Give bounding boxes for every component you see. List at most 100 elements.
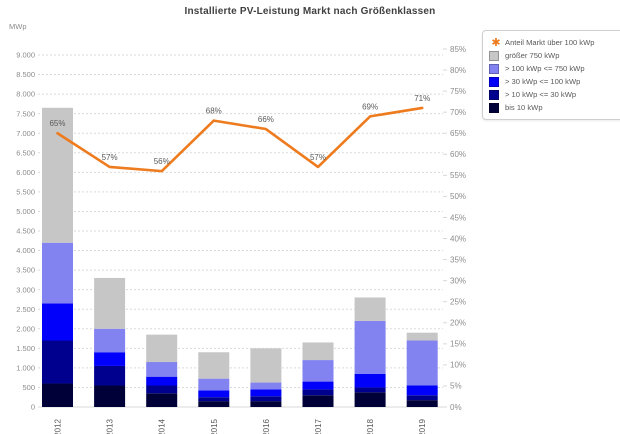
legend-color-swatch-icon: [489, 63, 499, 74]
bar-segment-2015[interactable]: [198, 397, 230, 402]
line-data-label: 57%: [310, 153, 326, 162]
left-axis-tick-label: 4.000: [16, 246, 35, 255]
bar-segment-2013[interactable]: [94, 385, 126, 407]
legend-item[interactable]: > 10 kWp <= 30 kWp: [489, 88, 620, 101]
left-axis-tick-label: 8.000: [16, 90, 35, 99]
bar-segment-2019[interactable]: [406, 385, 438, 396]
bar-segment-2014[interactable]: [146, 362, 178, 377]
bar-segment-2019[interactable]: [406, 400, 438, 407]
bar-segment-2017[interactable]: [302, 360, 334, 382]
legend-color-swatch-icon: [489, 76, 499, 87]
bar-segment-2019[interactable]: [406, 340, 438, 386]
bar-segment-2015[interactable]: [198, 352, 230, 379]
legend-item[interactable]: > 30 kWp <= 100 kWp: [489, 75, 620, 88]
bar-segment-2015[interactable]: [198, 378, 230, 391]
left-axis-tick-label: 7.000: [16, 129, 35, 138]
right-axis-tick-label: 60%: [450, 150, 466, 159]
bar-segment-2015[interactable]: [198, 401, 230, 407]
legend-item-label: bis 10 kWp: [505, 103, 543, 112]
bar-segment-2018[interactable]: [354, 392, 386, 407]
right-axis-tick-label: 85%: [450, 45, 466, 54]
bar-segment-2012[interactable]: [42, 383, 73, 407]
x-axis-label-2016: 2016: [262, 418, 271, 434]
x-axis-label-2013: 2013: [106, 418, 115, 434]
bar-segment-2015[interactable]: [198, 390, 230, 398]
x-axis-label-2015: 2015: [210, 418, 219, 434]
left-axis-tick-label: 4.500: [16, 227, 35, 236]
left-axis-tick-label: 7.500: [16, 109, 35, 118]
left-axis-tick-label: 6.000: [16, 168, 35, 177]
right-axis-tick-label: 20%: [450, 319, 466, 328]
legend-item[interactable]: größer 750 kWp: [489, 49, 620, 62]
left-axis-tick-label: 6.500: [16, 148, 35, 157]
bar-segment-2017[interactable]: [302, 395, 334, 407]
bar-segment-2014[interactable]: [146, 376, 178, 386]
legend-color-swatch-icon: [489, 89, 499, 100]
right-axis-tick-label: 40%: [450, 234, 466, 243]
right-axis-tick-label: 25%: [450, 298, 466, 307]
left-axis-tick-label: 5.000: [16, 207, 35, 216]
legend-star-marker-icon: ✱: [491, 36, 501, 49]
line-data-label: 66%: [258, 115, 274, 124]
bar-segment-2012[interactable]: [42, 340, 73, 384]
bar-segment-2014[interactable]: [146, 385, 178, 394]
line-data-label: 68%: [206, 107, 222, 116]
bar-segment-2017[interactable]: [302, 389, 334, 396]
bar-segment-2017[interactable]: [302, 381, 334, 390]
bar-segment-2014[interactable]: [146, 393, 178, 407]
bar-segment-2016[interactable]: [250, 401, 282, 407]
left-axis-tick-label: 9.000: [16, 51, 35, 60]
legend-item[interactable]: ✱ Anteil Markt über 100 kWp: [489, 36, 620, 49]
bar-segment-2016[interactable]: [250, 396, 282, 402]
legend-item-label: > 30 kWp <= 100 kWp: [505, 77, 581, 86]
x-axis-label-2012: 2012: [54, 418, 63, 434]
bar-segment-2013[interactable]: [94, 365, 126, 386]
bar-segment-2018[interactable]: [354, 387, 386, 393]
bar-segment-2013[interactable]: [94, 328, 126, 353]
bar-segment-2019[interactable]: [406, 332, 438, 341]
bar-segment-2014[interactable]: [146, 334, 178, 363]
legend-item-label: Anteil Markt über 100 kWp: [505, 38, 595, 47]
legend-item[interactable]: > 100 kWp <= 750 kWp: [489, 62, 620, 75]
x-axis-label-2018: 2018: [366, 418, 375, 434]
line-data-label: 65%: [49, 119, 65, 128]
x-axis-label-2019: 2019: [418, 418, 427, 434]
bar-segment-2012[interactable]: [42, 303, 73, 341]
bar-segment-2018[interactable]: [354, 297, 386, 321]
bar-segment-2012[interactable]: [42, 242, 73, 304]
legend-color-swatch-icon: [489, 50, 499, 61]
bar-segment-2018[interactable]: [354, 320, 386, 374]
bar-segment-2016[interactable]: [250, 348, 282, 383]
bar-segment-2012[interactable]: [42, 107, 73, 243]
right-axis-tick-label: 55%: [450, 171, 466, 180]
bar-segment-2018[interactable]: [354, 373, 386, 388]
share-line[interactable]: [56, 106, 424, 173]
left-axis-tick-label: 500: [22, 383, 35, 392]
legend-item-label: größer 750 kWp: [505, 51, 560, 60]
bar-segment-2016[interactable]: [250, 389, 282, 397]
bar-segment-2019[interactable]: [406, 395, 438, 401]
x-axis-label-2017: 2017: [314, 418, 323, 434]
left-axis-tick-label: 1.500: [16, 344, 35, 353]
right-axis-tick-label: 45%: [450, 213, 466, 222]
line-data-label: 69%: [362, 102, 378, 111]
right-axis-tick-label: 10%: [450, 361, 466, 370]
left-axis-tick-label: 3.500: [16, 266, 35, 275]
left-axis-unit-label: MWp: [9, 22, 27, 31]
bar-segment-2013[interactable]: [94, 352, 126, 366]
legend-item[interactable]: bis 10 kWp: [489, 101, 620, 114]
right-axis-tick-label: 65%: [450, 129, 466, 138]
line-data-label: 57%: [102, 153, 118, 162]
left-axis-tick-label: 1.000: [16, 363, 35, 372]
right-axis-tick-label: 30%: [450, 276, 466, 285]
right-axis-tick-label: 80%: [450, 66, 466, 75]
bar-segment-2016[interactable]: [250, 382, 282, 390]
bar-segment-2017[interactable]: [302, 342, 334, 361]
left-axis-tick-label: 2.500: [16, 305, 35, 314]
right-axis-tick-label: 15%: [450, 340, 466, 349]
right-axis-tick-label: 35%: [450, 255, 466, 264]
right-axis-tick-label: 75%: [450, 87, 466, 96]
bar-segment-2013[interactable]: [94, 277, 126, 329]
left-axis-tick-label: 2.000: [16, 324, 35, 333]
